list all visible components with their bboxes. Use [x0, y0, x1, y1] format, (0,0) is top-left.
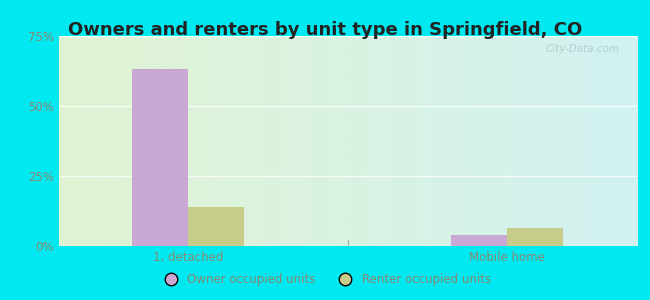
Bar [508, 228, 563, 246]
Bar [133, 69, 188, 246]
Bar [188, 207, 244, 246]
Text: City-Data.com: City-Data.com [545, 44, 619, 54]
Bar [452, 235, 508, 246]
Legend: Owner occupied units, Renter occupied units: Owner occupied units, Renter occupied un… [154, 269, 496, 291]
Text: Owners and renters by unit type in Springfield, CO: Owners and renters by unit type in Sprin… [68, 21, 582, 39]
